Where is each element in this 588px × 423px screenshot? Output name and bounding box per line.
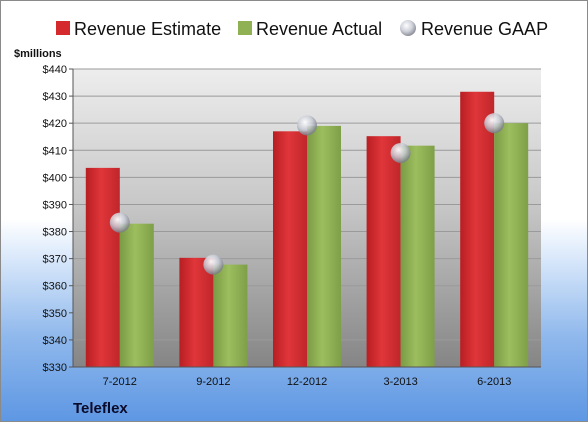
x-axis-ticks: 7-2012 9-2012 12-2012 3-2013 6-2013 — [103, 376, 512, 388]
marker-revenue-gaap — [203, 254, 224, 275]
y-tick-label: $340 — [43, 335, 67, 347]
y-tick-label: $370 — [43, 254, 67, 266]
y-tick-label: $430 — [43, 91, 67, 103]
bar-revenue-estimate — [179, 257, 214, 367]
bar-revenue-actual — [400, 145, 435, 367]
y-tick-label: $390 — [43, 199, 67, 211]
bar-revenue-estimate — [273, 131, 307, 367]
marker-revenue-gaap — [390, 142, 411, 163]
x-tick-label: 12-2012 — [287, 376, 327, 388]
bar-revenue-estimate — [85, 167, 120, 367]
marker-revenue-gaap — [109, 212, 130, 233]
y-tick-label: $330 — [43, 362, 67, 374]
marker-revenue-gaap — [484, 113, 505, 134]
y-tick-label: $440 — [43, 64, 67, 76]
bar-revenue-estimate — [366, 136, 401, 367]
y-tick-label: $360 — [43, 281, 67, 293]
company-name: Teleflex — [73, 400, 128, 417]
legend-label-estimate: Revenue Estimate — [74, 19, 221, 39]
y-tick-label: $420 — [43, 118, 67, 130]
x-tick-label: 7-2012 — [103, 376, 137, 388]
bar-revenue-actual — [307, 125, 341, 368]
y-axis-ticks: $330 $340 $350 $360 $370 $380 $390 $400 $410 $420… — [43, 64, 73, 374]
legend: Revenue Estimate Revenue Actual Revenue … — [56, 19, 548, 39]
y-axis-unit-label: $millions — [14, 48, 62, 60]
bars — [85, 91, 529, 368]
x-tick-label: 6-2013 — [477, 376, 511, 388]
x-tick-label: 9-2012 — [196, 376, 230, 388]
legend-label-gaap: Revenue GAAP — [421, 19, 548, 39]
legend-swatch-estimate — [56, 21, 70, 35]
y-tick-label: $410 — [43, 145, 67, 157]
legend-label-actual: Revenue Actual — [256, 19, 382, 39]
bar-revenue-actual — [494, 123, 529, 367]
bar-revenue-estimate — [460, 91, 495, 368]
bar-revenue-actual — [119, 223, 154, 367]
y-tick-label: $380 — [43, 227, 67, 239]
y-tick-label: $400 — [43, 172, 67, 184]
gaap-markers — [109, 113, 505, 275]
bar-revenue-actual — [213, 264, 248, 367]
legend-swatch-gaap — [400, 20, 416, 36]
y-tick-label: $350 — [43, 308, 67, 320]
marker-revenue-gaap — [297, 115, 317, 136]
x-tick-label: 3-2013 — [383, 376, 417, 388]
legend-swatch-actual — [238, 21, 252, 35]
